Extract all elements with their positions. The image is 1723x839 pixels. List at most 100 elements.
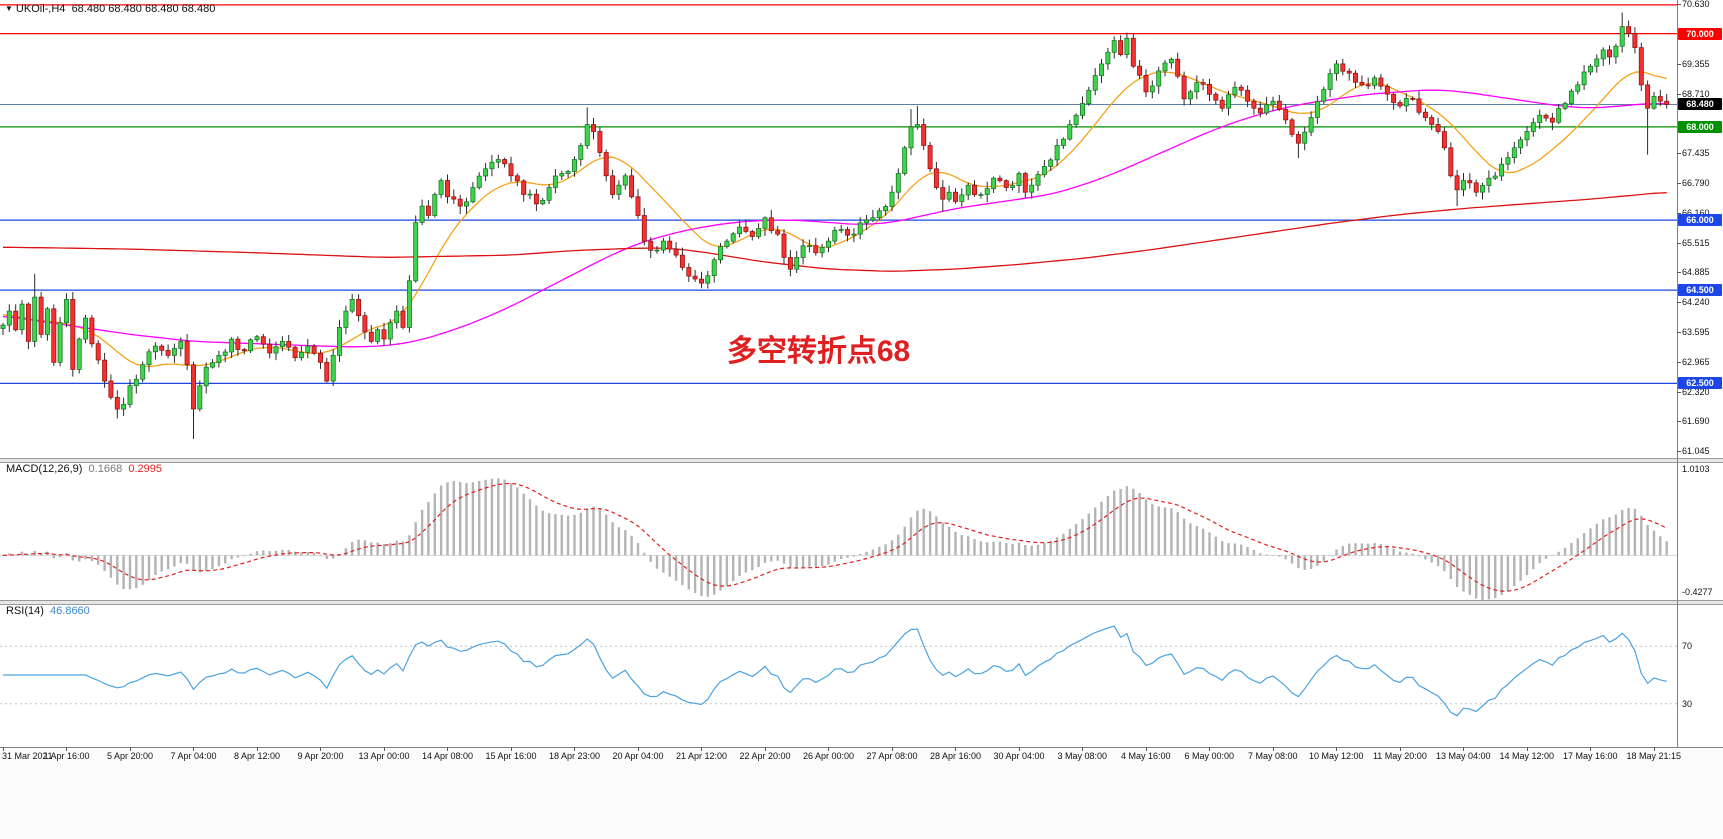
candle-body bbox=[1600, 49, 1606, 60]
candle-body bbox=[292, 346, 298, 359]
macd-histogram-bar bbox=[1582, 533, 1586, 556]
price-tick-label: 66.790 bbox=[1682, 178, 1710, 189]
macd-histogram-bar bbox=[268, 551, 271, 556]
candle-body bbox=[1143, 75, 1149, 93]
candle-body bbox=[889, 191, 895, 207]
macd-histogram-bar bbox=[293, 551, 297, 556]
macd-histogram-bar bbox=[332, 555, 335, 559]
price-axis-border bbox=[1677, 0, 1678, 747]
macd-histogram-bar bbox=[1087, 513, 1090, 556]
time-axis-label: 1 Apr 16:00 bbox=[43, 751, 90, 761]
time-axis-label: 20 Apr 04:00 bbox=[612, 751, 664, 761]
macd-histogram-bar bbox=[1094, 507, 1097, 556]
time-axis-label: 31 Mar 2021 bbox=[2, 751, 53, 761]
candle-body bbox=[1416, 98, 1422, 113]
candle-body bbox=[1626, 26, 1632, 34]
candle-body bbox=[1575, 84, 1581, 92]
macd-histogram-bar bbox=[1551, 555, 1554, 556]
candle-body bbox=[406, 280, 412, 328]
candle-body bbox=[1080, 103, 1085, 116]
price-tick-mark bbox=[1677, 93, 1681, 95]
macd-histogram-bar bbox=[1144, 499, 1148, 556]
macd-histogram-bar bbox=[516, 487, 519, 556]
macd-histogram-bar bbox=[662, 555, 665, 573]
time-tick-mark bbox=[701, 747, 703, 751]
macd-histogram-bar bbox=[1201, 528, 1205, 556]
rsi-tick-label: 30 bbox=[1682, 698, 1693, 709]
candle-body bbox=[959, 194, 965, 202]
candle-body bbox=[464, 201, 469, 207]
macd-histogram-bar bbox=[478, 481, 481, 556]
candle-body bbox=[1124, 37, 1130, 55]
price-level-badge: 66.000 bbox=[1678, 214, 1722, 227]
candle-body bbox=[1505, 157, 1511, 165]
price-tick-label: 66.160 bbox=[1682, 207, 1710, 218]
candle-body bbox=[394, 310, 400, 324]
candle-body bbox=[343, 310, 349, 328]
candle-body bbox=[800, 245, 806, 258]
candle-body bbox=[1473, 182, 1479, 193]
macd-histogram-bar bbox=[1557, 551, 1560, 556]
candle-body bbox=[559, 173, 565, 177]
candle-body bbox=[1391, 93, 1397, 103]
macd-histogram-bar bbox=[236, 555, 240, 558]
macd-histogram-bar bbox=[1481, 555, 1484, 600]
macd-histogram-bar bbox=[312, 552, 316, 556]
candle-body bbox=[1511, 147, 1517, 159]
candle-body bbox=[826, 240, 831, 248]
panel-separator-macd[interactable] bbox=[0, 458, 1723, 463]
candle-body bbox=[1283, 109, 1289, 121]
candle-body bbox=[38, 296, 44, 335]
candle-body bbox=[743, 226, 749, 232]
macd-histogram-bar bbox=[84, 555, 87, 560]
price-axis[interactable] bbox=[1677, 0, 1723, 747]
candle-body bbox=[940, 187, 946, 200]
macd-histogram-bar bbox=[909, 517, 913, 556]
macd-histogram-bar bbox=[1506, 555, 1510, 592]
macd-histogram-bar bbox=[808, 555, 811, 567]
macd-histogram-bar bbox=[427, 502, 430, 556]
candle-body bbox=[902, 147, 908, 174]
macd-histogram-bar bbox=[224, 555, 227, 564]
panel-separator-rsi[interactable] bbox=[0, 600, 1723, 605]
chart-text-annotation[interactable]: 多空转折点68 bbox=[726, 335, 911, 369]
candle-body bbox=[806, 245, 812, 247]
macd-histogram-bar bbox=[535, 505, 538, 556]
candle-body bbox=[311, 345, 317, 354]
time-axis[interactable] bbox=[0, 747, 1723, 839]
candle-body bbox=[171, 348, 177, 356]
macd-histogram-bar bbox=[878, 546, 881, 556]
time-axis-label: 22 Apr 20:00 bbox=[739, 751, 791, 761]
macd-histogram-bar bbox=[598, 508, 602, 556]
price-tick-mark bbox=[1677, 361, 1681, 363]
candle-body bbox=[749, 231, 755, 237]
candle-body bbox=[1162, 62, 1168, 72]
macd-histogram-bar bbox=[547, 513, 551, 556]
candle-body bbox=[89, 317, 95, 345]
macd-histogram-bar bbox=[1017, 542, 1021, 556]
price-tick-mark bbox=[1677, 63, 1681, 65]
macd-histogram-bar bbox=[713, 555, 716, 595]
candle-body bbox=[622, 175, 628, 186]
candle-body bbox=[0, 324, 6, 329]
macd-histogram-bar bbox=[852, 555, 856, 557]
macd-histogram-bar bbox=[960, 535, 963, 556]
price-tick-mark bbox=[1677, 212, 1681, 214]
candle-body bbox=[241, 349, 247, 352]
symbol-marker-icon[interactable]: ▼ bbox=[5, 4, 13, 13]
macd-histogram-bar bbox=[262, 550, 265, 556]
candle-body bbox=[946, 191, 952, 200]
candle-body bbox=[819, 246, 825, 254]
macd-histogram-bar bbox=[1500, 555, 1503, 595]
candle-body bbox=[1105, 51, 1111, 65]
macd-histogram-bar bbox=[1, 555, 5, 556]
macd-histogram-bar bbox=[776, 555, 779, 561]
macd-histogram-bar bbox=[865, 551, 868, 556]
macd-histogram-bar bbox=[757, 555, 760, 567]
macd-histogram-bar bbox=[1436, 555, 1440, 567]
candle-body bbox=[1562, 103, 1568, 109]
macd-histogram-bar bbox=[122, 555, 125, 589]
candle-body bbox=[870, 217, 876, 221]
candle-body bbox=[953, 191, 958, 202]
